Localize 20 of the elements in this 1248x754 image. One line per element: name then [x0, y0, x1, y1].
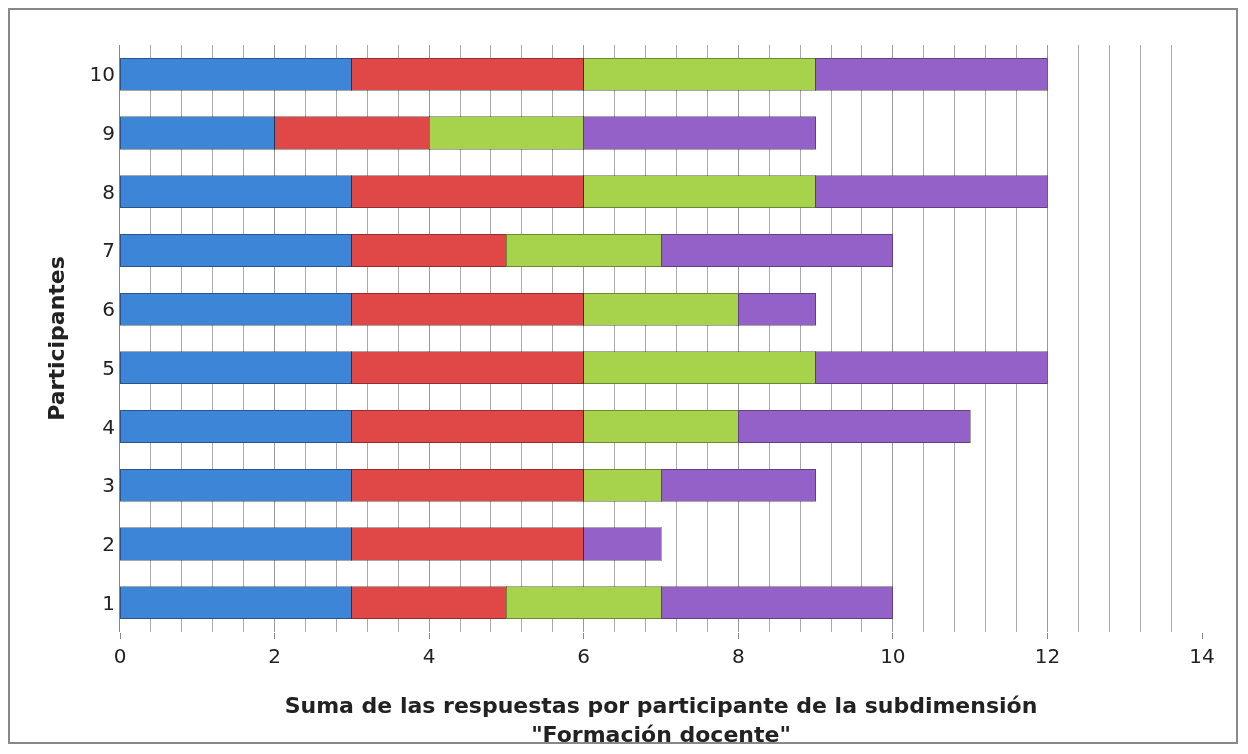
x-tick-label: 6: [577, 644, 591, 668]
x-axis-title: Suma de las respuestas por participante de la subdimensión "Formación docente": [284, 692, 1038, 747]
y-tick-label: 8: [102, 179, 115, 204]
y-tick-label: 9: [102, 121, 115, 146]
x-tick-label: 14: [1189, 644, 1215, 668]
x-tick-label: 4: [422, 644, 436, 668]
y-tick-label: 3: [102, 473, 115, 498]
x-tick-label: 12: [1034, 644, 1061, 668]
y-tick-label: 5: [102, 355, 115, 380]
y-tick-label: 2: [102, 531, 115, 556]
y-tick-label: 7: [102, 238, 115, 263]
y-tick-label: 1: [102, 590, 115, 615]
x-tick-label: 0: [113, 644, 127, 668]
x-tick-label: 10: [880, 644, 906, 668]
x-tick-label: 2: [268, 644, 281, 668]
y-tick-label: 10: [89, 62, 115, 87]
y-tick-label: 4: [102, 414, 115, 439]
y-axis-title: Participantes: [44, 256, 70, 421]
y-tick-label: 6: [102, 297, 115, 322]
x-tick-label: 8: [731, 644, 745, 668]
